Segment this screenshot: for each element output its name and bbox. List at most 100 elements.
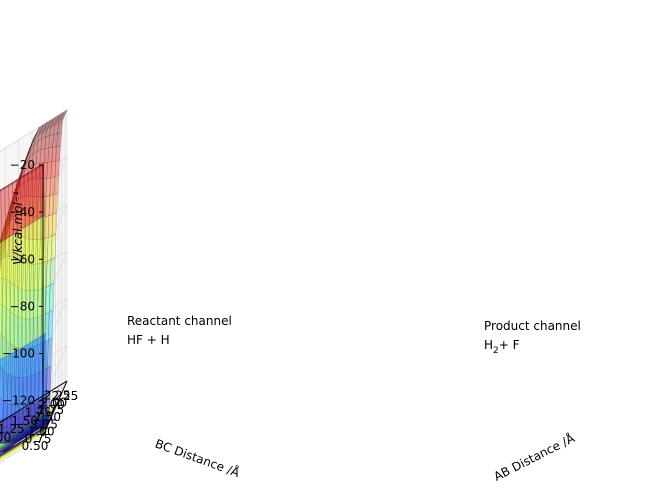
z-gridline [0,203,68,260]
surface-patch [16,316,23,349]
surface-patch [60,111,67,118]
surface-patch [0,224,6,242]
surface-patch [34,400,41,430]
z-gridline [0,297,68,354]
surface-patch [13,285,20,318]
surface-patch [9,203,15,223]
surface-patch [42,162,49,180]
surface-patch [52,133,58,148]
surface-patch [41,123,48,130]
surface-patch [22,407,29,437]
ab-tick-label: 1.75 [25,406,52,420]
surface-patch [30,373,36,403]
surface-patch [10,351,16,417]
surface-patch [31,239,37,265]
surface-patch [5,210,11,229]
surface-patch [29,339,36,406]
surface-patch [2,400,8,429]
surface-patch [36,217,42,241]
ab-tick-label: 2.00 [38,397,65,411]
surface-patch [13,231,19,353]
surface-patch [31,133,38,144]
surface-patch [12,187,18,205]
surface-patch [1,278,8,309]
surface-patch [13,179,19,196]
surface-patch [3,231,9,252]
surface-patch [33,196,39,218]
surface-patch [3,370,9,404]
surface-patch [25,195,31,217]
z-tick-label: −60 [10,252,35,266]
surface-patch [10,197,17,216]
surface-patch [15,411,21,441]
surface-patch [46,161,53,179]
surface-patch [5,207,11,225]
surface-patch [39,162,46,218]
surface-patch [22,152,29,166]
surface-patch [44,311,50,343]
surface-patch [1,238,7,359]
surface-patch [36,416,42,432]
surface-patch [23,433,30,439]
product-f-label: + F [499,338,520,352]
surface-patch [59,113,66,120]
bc-tick-label: 1.50 [34,410,61,424]
surface-patch [4,221,11,242]
surface-patch [43,215,50,240]
surface-patch [0,186,6,192]
surface-patch [47,337,53,369]
surface-patch [21,158,28,173]
bc-tick-label: 1.00 [28,425,55,439]
surface-patch [47,120,54,127]
surface-patch [35,164,42,221]
surface-patch [18,165,24,181]
surface-patch [0,441,2,444]
surface-patch [36,217,43,339]
surface-patch [24,172,30,228]
surface-patch [7,234,14,258]
surface-patch [15,175,21,192]
surface-patch [17,229,23,351]
surface-patch [0,418,5,444]
surface-patch [5,427,11,444]
surface-patch [10,375,17,406]
surface-patch [9,199,16,218]
surface-patch [49,116,56,123]
surface-patch [38,123,45,130]
product-channel-species: H2+ F [484,338,520,356]
reactant-channel-species: HF + H [127,333,170,347]
surface-patch [28,420,35,436]
surface-patch [27,431,34,436]
surface-patch [35,149,42,164]
surface-patch [20,214,26,238]
surface-patch [33,128,39,139]
surface-patch [0,397,4,427]
surface-patch [35,130,42,137]
surface-patch [29,136,35,149]
surface-patch [35,426,42,431]
surface-patch [26,375,32,404]
surface-patch [43,339,49,371]
z-tick-label: −80 [10,299,35,313]
surface-patch [16,214,22,237]
surface-patch [24,224,31,346]
surface-patch [27,169,34,226]
surface-patch [3,338,10,375]
surface-patch [0,231,4,245]
surface-patch [45,259,52,288]
surface-patch [28,145,35,159]
surface-patch [44,195,51,218]
product-channel-annotation: Product channel H2+ F [484,319,581,356]
surface-patch [24,423,31,439]
bc-axis-ticks: 0.500.751.001.251.501.752.002.25 [22,388,71,453]
surface-patch [0,246,2,261]
surface-patch [44,123,51,130]
surface-patch [23,150,30,164]
surface-patch [27,164,33,181]
surface-patch [15,234,21,262]
surface-patch [48,118,55,125]
surface-patch [27,346,33,378]
surface-patch [30,264,36,292]
surface-patch [0,228,5,243]
